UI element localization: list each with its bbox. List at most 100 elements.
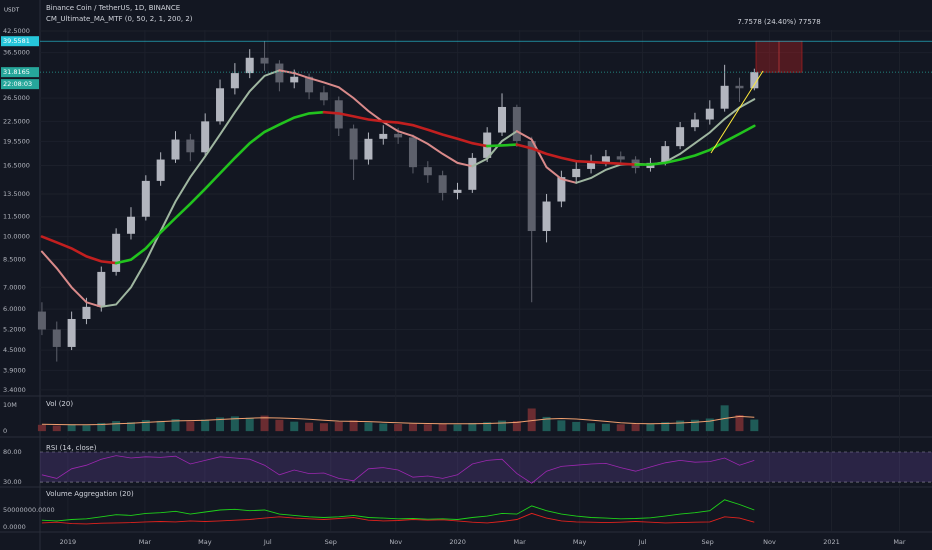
candle-body [37,311,46,330]
moving-average [40,235,118,265]
moving-average [649,98,756,166]
candle-body [67,318,76,347]
candle-body [587,162,596,169]
volume-bar [275,419,284,432]
volume-bar [750,419,759,432]
candle-body [750,72,759,89]
candle-body [216,88,225,122]
candle-body [542,201,551,232]
candle-body [676,127,685,147]
volume-bar [483,422,492,432]
candle-body [572,168,581,178]
volume-bar [705,418,714,432]
y-tick-label: 13.5000 [3,190,30,198]
volume-bar [512,421,521,432]
candle-body [319,92,328,101]
volume-bar [319,423,328,432]
candle-body [230,73,239,89]
volume-bar [572,421,581,432]
candle-body [52,329,61,347]
moving-average [515,130,578,184]
line [41,512,755,525]
volume-bar [67,424,76,432]
y-tick-label: 42.5000 [3,27,30,35]
moving-average [634,124,756,166]
candle-body [126,216,135,234]
candle-body [305,76,314,93]
x-tick-label: Sep [325,538,337,546]
price-label-bg [1,67,39,78]
measure-label: 7.7578 (24.40%) 77578 [737,18,820,26]
symbol-title: Binance Coin / TetherUS, 1D, BINANCE [46,4,180,12]
pane-title: Vol (20) [46,400,73,408]
x-tick-label: Sep [701,538,713,546]
volume-bar [468,422,477,432]
y-tick-label: 10.0000 [3,233,30,241]
volume-bar [171,419,180,432]
x-tick-label: May [573,538,587,546]
candle-body [468,157,477,190]
candle-body [408,137,417,168]
x-tick-label: Mar [514,538,527,546]
y-tick-label: 0.0000 [3,523,26,531]
volume-bar [334,421,343,432]
candle-body [705,108,714,120]
x-tick-label: May [198,538,212,546]
candle-body [557,177,566,202]
candle-body [112,233,121,272]
volume-bar [260,415,269,432]
y-tick-label: 8.5000 [3,256,26,264]
candle-body [661,146,670,163]
volume-bar [646,423,655,432]
candle-body [601,156,610,163]
candle-body [423,167,432,176]
moving-average [100,69,281,308]
volume-bar [690,419,699,432]
pane-title: RSI (14, close) [46,444,97,452]
volume-bar [527,408,536,432]
candle-body [349,128,358,160]
volume-bar [394,424,403,432]
candle-body [453,189,462,193]
volume-bar [498,420,507,432]
x-tick-label: 2020 [449,538,466,546]
volume-bar [216,417,225,432]
marks [37,40,932,525]
rsi-band [40,452,932,483]
y-tick-label: 5.2000 [3,326,26,334]
y-tick-label: 16.5000 [3,161,30,169]
volume-bar [112,421,121,432]
candle-body [364,138,373,160]
volume-bar [616,424,625,432]
candle-body [186,139,195,153]
y-tick-label: 3.9000 [3,366,26,374]
candle-body [379,133,388,139]
candle-body [275,63,284,83]
y-tick-label: 4.5000 [3,346,26,354]
volume-bar [438,423,447,432]
volume-bar [201,419,210,432]
candle-body [260,57,269,64]
volume-bar [290,421,299,432]
y-tick-label: 10M [3,401,17,409]
moving-average [40,250,103,308]
volume-bar [37,424,46,432]
volume-bar [126,422,135,432]
volume-bar [305,422,314,432]
volume-bar [735,415,744,432]
y-tick-label: 50000000.0000 [3,506,55,514]
volume-bar [601,423,610,432]
line [41,455,755,484]
volume-bar [453,424,462,432]
y-tick-label: 0 [3,427,7,435]
y-tick-label: 7.0000 [3,283,26,291]
candle-body [394,133,403,138]
indicator-title: CM_Ultimate_MA_MTF (0, 50, 2, 1, 200, 2) [46,15,193,23]
candle-body [82,306,91,319]
x-tick-label: Nov [389,538,402,546]
x-tick-label: Nov [763,538,776,546]
moving-average [322,110,489,148]
countdown: 22:08:03 [3,80,32,88]
volume-bar [379,423,388,432]
